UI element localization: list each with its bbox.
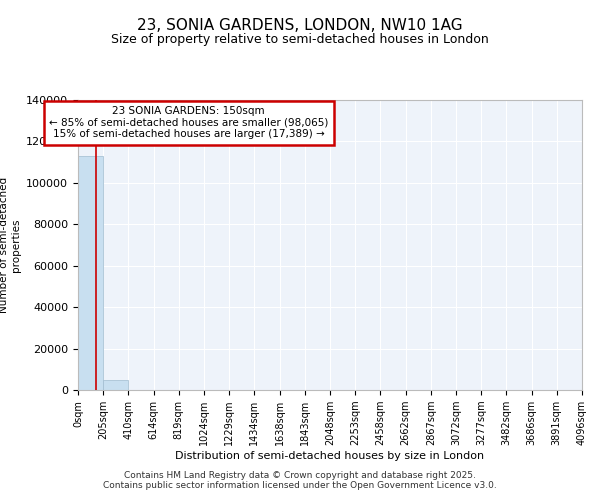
Text: Contains HM Land Registry data © Crown copyright and database right 2025.: Contains HM Land Registry data © Crown c… <box>124 470 476 480</box>
Text: 23, SONIA GARDENS, LONDON, NW10 1AG: 23, SONIA GARDENS, LONDON, NW10 1AG <box>137 18 463 32</box>
Text: 23 SONIA GARDENS: 150sqm
← 85% of semi-detached houses are smaller (98,065)
15% : 23 SONIA GARDENS: 150sqm ← 85% of semi-d… <box>49 106 328 140</box>
X-axis label: Distribution of semi-detached houses by size in London: Distribution of semi-detached houses by … <box>175 451 485 461</box>
Text: Contains public sector information licensed under the Open Government Licence v3: Contains public sector information licen… <box>103 480 497 490</box>
Bar <box>103 380 128 390</box>
Y-axis label: Number of semi-detached
properties: Number of semi-detached properties <box>0 177 20 313</box>
Bar <box>78 156 103 390</box>
Text: Size of property relative to semi-detached houses in London: Size of property relative to semi-detach… <box>111 32 489 46</box>
